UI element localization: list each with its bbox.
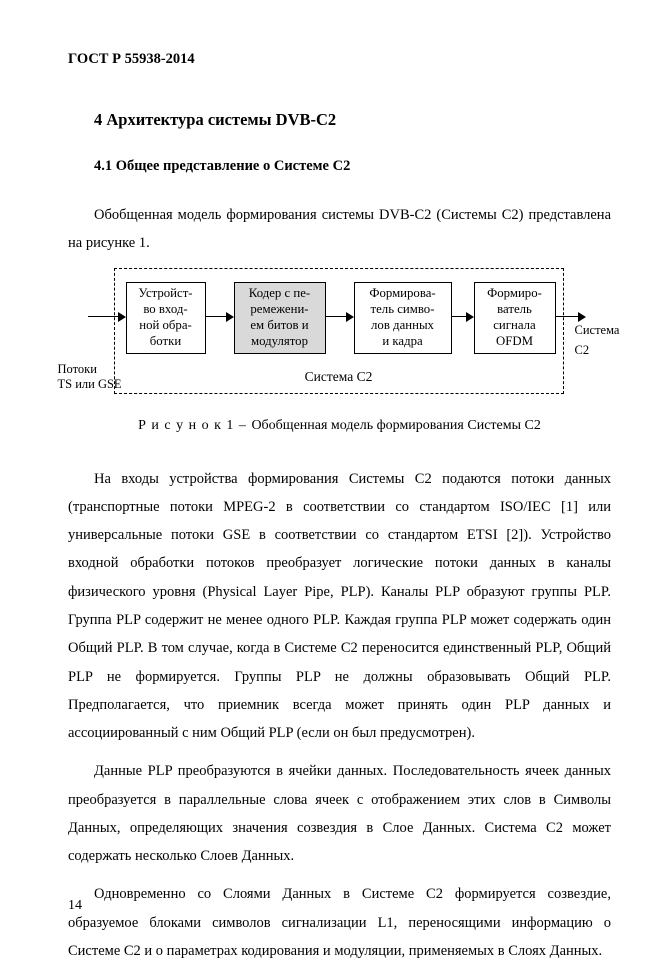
block-symbol-frame-builder: Формирова- тель симво- лов данных и кадр… bbox=[354, 282, 452, 354]
figure-1: Система С2 Потоки TS или GSE Устройст- в… bbox=[68, 268, 611, 437]
figure-caption: Р и с у н о к 1 – Обобщенная модель форм… bbox=[68, 414, 611, 437]
block-3-text: Формирова- тель симво- лов данных и кадр… bbox=[369, 286, 435, 350]
input-label-line2: TS или GSE bbox=[58, 377, 122, 391]
subsection-title: 4.1 Общее представление о Системе С2 bbox=[94, 155, 611, 179]
figure-caption-text: Обобщенная модель формирования Системы С… bbox=[251, 418, 540, 433]
document-code: ГОСТ Р 55938-2014 bbox=[68, 48, 611, 72]
page-number: 14 bbox=[68, 894, 82, 917]
paragraph-3: Данные PLP преобразуются в ячейки данных… bbox=[68, 757, 611, 870]
system-box-label: Система С2 bbox=[115, 366, 563, 388]
intro-paragraph: Обобщенная модель формирования системы D… bbox=[68, 201, 611, 258]
para4-text: Одновременно со Слоями Данных в Системе … bbox=[68, 886, 611, 959]
block-2-text: Кодер с пе- ремежени- ем битов и модулят… bbox=[249, 286, 310, 350]
figure-caption-prefix: Р и с у н о к 1 – bbox=[138, 418, 251, 433]
block-coder-modulator: Кодер с пе- ремежени- ем битов и модулят… bbox=[234, 282, 326, 354]
page: ГОСТ Р 55938-2014 4 Архитектура системы … bbox=[0, 0, 661, 935]
arrow-3-4 bbox=[452, 312, 474, 322]
block-1-text: Устройст- во вход- ной обра- ботки bbox=[138, 286, 192, 350]
block-ofdm-signal-builder: Формиро- ватель сигнала OFDM bbox=[474, 282, 556, 354]
output-label: Система С2 bbox=[575, 320, 620, 361]
paragraph-2: На входы устройства формирования Системы… bbox=[68, 465, 611, 748]
section-title: 4 Архитектура системы DVB-C2 bbox=[94, 106, 611, 133]
paragraph-4: Одновременно со Слоями Данных в Системе … bbox=[68, 880, 611, 965]
para2-text: На входы устройства формирования Системы… bbox=[68, 471, 611, 741]
arrow-1-2 bbox=[206, 312, 234, 322]
input-label-line1: Потоки bbox=[58, 362, 97, 376]
diagram: Система С2 Потоки TS или GSE Устройст- в… bbox=[80, 268, 600, 408]
intro-text: Обобщенная модель формирования системы D… bbox=[68, 207, 611, 251]
input-label: Потоки TS или GSE bbox=[58, 362, 122, 392]
arrow-2-3 bbox=[326, 312, 354, 322]
arrow-in bbox=[88, 312, 126, 322]
block-4-text: Формиро- ватель сигнала OFDM bbox=[487, 286, 542, 350]
para3-text: Данные PLP преобразуются в ячейки данных… bbox=[68, 763, 611, 864]
block-input-processing: Устройст- во вход- ной обра- ботки bbox=[126, 282, 206, 354]
